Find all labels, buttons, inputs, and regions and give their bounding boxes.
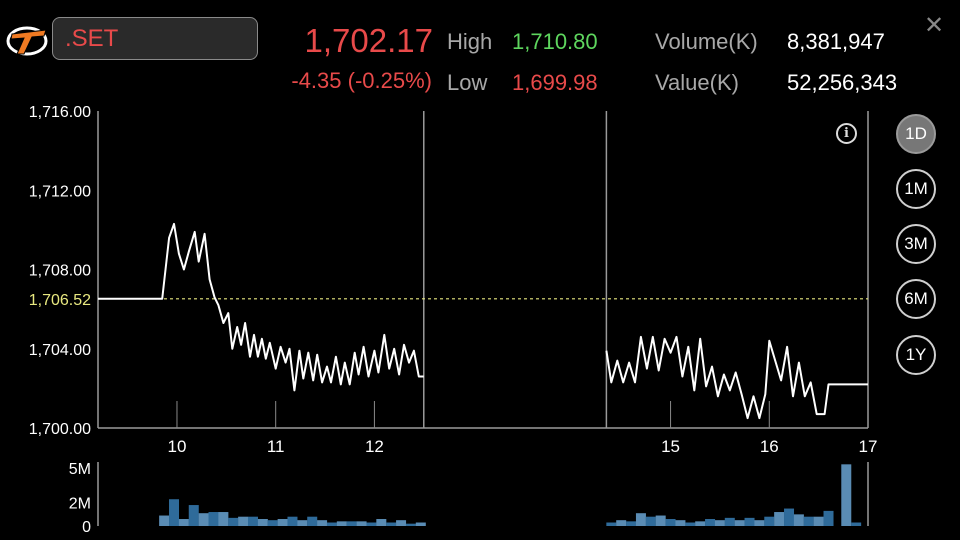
volume-bar bbox=[851, 522, 862, 526]
volume-bar bbox=[405, 523, 416, 526]
volume-bar bbox=[188, 505, 199, 526]
volume-bar bbox=[734, 520, 745, 526]
volume-y-tick-label: 2M bbox=[69, 496, 91, 513]
period-6m-button[interactable]: 6M bbox=[896, 279, 936, 319]
symbol-search-input[interactable]: .SET bbox=[52, 17, 258, 60]
volume-bar bbox=[744, 517, 755, 526]
volume-y-tick-label: 5M bbox=[69, 461, 91, 478]
y-tick-label: 1,704.00 bbox=[29, 342, 91, 359]
volume-bar bbox=[247, 516, 258, 526]
volume-bar bbox=[606, 522, 617, 526]
symbol-text: .SET bbox=[65, 24, 119, 52]
volume-bar bbox=[415, 522, 426, 526]
volume-bar bbox=[169, 499, 180, 526]
period-1m-label: 1M bbox=[904, 179, 928, 198]
x-tick-label: 11 bbox=[267, 437, 285, 456]
volume-bar bbox=[754, 520, 765, 526]
volume-bar bbox=[218, 512, 229, 526]
low-label: Low bbox=[447, 70, 488, 95]
prev-close-label: 1,706.52 bbox=[29, 292, 91, 309]
volume-bar bbox=[685, 522, 696, 526]
volume-bar bbox=[326, 522, 337, 526]
volume-bar bbox=[675, 520, 686, 526]
volume-bar bbox=[764, 516, 775, 526]
y-tick-label: 1,712.00 bbox=[29, 183, 91, 200]
volume-bar bbox=[287, 516, 298, 526]
y-tick-label: 1,700.00 bbox=[29, 421, 91, 438]
volume-bar bbox=[823, 510, 834, 526]
price-line-session-2 bbox=[605, 335, 868, 420]
volume-bar bbox=[635, 513, 646, 526]
value-value: 52,256,343 bbox=[787, 70, 898, 95]
volume-bar bbox=[178, 519, 189, 526]
volume-bar bbox=[714, 520, 725, 526]
info-icon[interactable]: i bbox=[836, 123, 857, 144]
volume-bar bbox=[307, 516, 318, 526]
volume-bar bbox=[665, 519, 676, 526]
high-label: High bbox=[447, 29, 493, 54]
volume-y-tick-label: 0 bbox=[82, 519, 91, 536]
volume-bar bbox=[803, 516, 814, 526]
volume-bar bbox=[784, 508, 795, 526]
volume-bar bbox=[645, 516, 656, 526]
volume-bar bbox=[238, 516, 249, 526]
volume-bar bbox=[336, 521, 347, 526]
period-1m-button[interactable]: 1M bbox=[896, 169, 936, 209]
volume-bar bbox=[208, 512, 219, 526]
y-tick-label: 1,716.00 bbox=[29, 104, 91, 121]
x-tick-label: 15 bbox=[661, 437, 680, 456]
x-tick-label: 17 bbox=[859, 437, 878, 456]
close-icon[interactable]: ✕ bbox=[923, 12, 945, 39]
volume-bar bbox=[695, 521, 706, 526]
x-tick-label: 16 bbox=[760, 437, 779, 456]
period-1d-button[interactable]: 1D bbox=[896, 114, 936, 154]
volume-bar bbox=[386, 522, 397, 526]
volume-bar bbox=[705, 519, 716, 526]
volume-bar bbox=[267, 520, 278, 526]
x-tick-label: 12 bbox=[365, 437, 384, 456]
last-price: 1,702.17 bbox=[304, 22, 433, 59]
y-tick-label: 1,708.00 bbox=[29, 263, 91, 280]
volume-bar bbox=[841, 464, 852, 526]
volume-bar bbox=[346, 521, 357, 526]
volume-bar bbox=[793, 514, 804, 526]
period-6m-label: 6M bbox=[904, 289, 928, 308]
price-change: -4.35 (-0.25%) bbox=[291, 68, 432, 93]
period-1y-label: 1Y bbox=[905, 345, 927, 364]
high-value: 1,710.80 bbox=[512, 29, 598, 54]
volume-bar bbox=[616, 520, 627, 526]
volume-bar bbox=[277, 519, 288, 526]
settrade-logo-icon bbox=[6, 26, 48, 56]
period-1d-label: 1D bbox=[905, 124, 927, 143]
volume-bar bbox=[356, 521, 367, 526]
volume-bar bbox=[317, 520, 328, 526]
volume-bar bbox=[376, 519, 387, 526]
volume-bar bbox=[297, 520, 308, 526]
price-line-session-1 bbox=[98, 222, 424, 392]
volume-bar bbox=[396, 520, 407, 526]
period-1y-button[interactable]: 1Y bbox=[896, 335, 936, 375]
volume-label: Volume(K) bbox=[655, 29, 758, 54]
low-value: 1,699.98 bbox=[512, 70, 598, 95]
volume-bar bbox=[366, 522, 377, 526]
volume-bar bbox=[655, 515, 666, 526]
period-3m-button[interactable]: 3M bbox=[896, 224, 936, 264]
volume-bar bbox=[198, 513, 209, 526]
volume-value: 8,381,947 bbox=[787, 29, 885, 54]
volume-bar bbox=[724, 517, 735, 526]
period-3m-label: 3M bbox=[904, 234, 928, 253]
volume-bar bbox=[774, 512, 785, 526]
volume-bar bbox=[626, 521, 637, 526]
value-label: Value(K) bbox=[655, 70, 739, 95]
x-tick-label: 10 bbox=[168, 437, 187, 456]
volume-bar bbox=[813, 516, 824, 526]
volume-bar bbox=[257, 519, 268, 526]
volume-bar bbox=[228, 517, 239, 526]
volume-bar bbox=[159, 515, 170, 526]
